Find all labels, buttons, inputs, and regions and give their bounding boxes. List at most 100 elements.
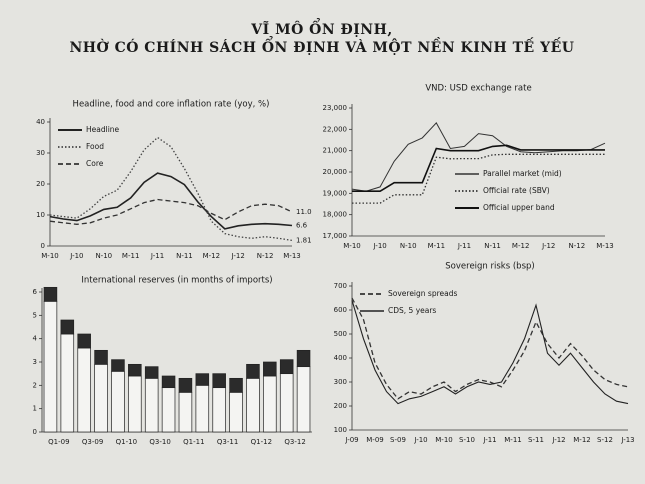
chart-title: International reserves (in months of imp… — [81, 276, 272, 286]
y-tick-label: 18,000 — [323, 211, 348, 219]
x-tick-label: M-10 — [41, 252, 58, 260]
bar-segment — [43, 300, 58, 433]
x-tick-label: J-12 — [541, 242, 555, 250]
bar-segment — [60, 333, 75, 433]
series-line — [351, 300, 629, 405]
bar-segment — [94, 349, 108, 365]
y-tick-label: 700 — [334, 282, 347, 290]
x-tick-label: N-10 — [95, 252, 112, 260]
bar-segment — [128, 375, 142, 433]
x-tick-label: M-11 — [504, 436, 521, 444]
bar-segment — [161, 375, 176, 389]
bar-segment — [195, 384, 210, 433]
x-tick-label: M-09 — [366, 436, 383, 444]
bar-segment — [212, 387, 226, 433]
page-title: VĨ MÔ ỔN ĐỊNH, — [250, 17, 392, 38]
x-tick-label: S-12 — [597, 436, 613, 444]
legend-label: Food — [86, 142, 104, 151]
x-tick-label: S-11 — [528, 436, 544, 444]
x-tick-label: M-13 — [283, 252, 300, 260]
bar-segment — [128, 363, 142, 377]
bar-segment — [246, 377, 260, 433]
x-tick-label: N-11 — [484, 242, 501, 250]
series-line — [352, 144, 605, 192]
y-tick-label: 23,000 — [323, 104, 348, 112]
bar-segment — [296, 349, 311, 368]
bar-segment — [279, 373, 294, 433]
y-tick-label: 600 — [334, 306, 347, 314]
x-tick-label: M-11 — [428, 242, 445, 250]
series-line — [352, 153, 605, 204]
x-tick-label: J-11 — [482, 436, 496, 444]
legend-label: Headline — [86, 125, 120, 134]
series-line — [49, 172, 293, 230]
x-tick-label: Q1-12 — [251, 438, 272, 446]
y-tick-label: 17,000 — [323, 232, 348, 240]
x-tick-label: S-10 — [459, 436, 475, 444]
x-tick-label: M-12 — [573, 436, 590, 444]
x-tick-label: J-09 — [344, 436, 358, 444]
bar-segment — [43, 286, 58, 302]
bar-segment — [77, 347, 91, 433]
y-tick-label: 40 — [36, 118, 45, 126]
x-tick-label: M-11 — [122, 252, 139, 260]
x-tick-label: Q3-11 — [217, 438, 238, 446]
x-tick-label: J-10 — [69, 252, 83, 260]
bar-segment — [178, 391, 193, 433]
bar-segment — [212, 373, 226, 389]
bar-segment — [111, 359, 125, 372]
x-tick-label: Q1-09 — [48, 438, 69, 446]
y-tick-label: 1 — [33, 405, 37, 413]
bar-segment — [94, 363, 108, 433]
bar-segment — [144, 377, 159, 433]
x-tick-label: N-11 — [176, 252, 193, 260]
x-tick-label: J-10 — [413, 436, 427, 444]
bar-segment — [263, 375, 277, 433]
x-tick-label: J-12 — [551, 436, 565, 444]
bar-segment — [111, 370, 125, 433]
bar-segment — [246, 363, 260, 379]
bar-segment — [229, 377, 243, 393]
x-tick-label: Q1-11 — [183, 438, 204, 446]
x-tick-label: J-11 — [457, 242, 471, 250]
bar-segment — [77, 333, 91, 349]
y-tick-label: 400 — [334, 354, 347, 362]
bar-segment — [263, 361, 277, 377]
y-tick-label: 19,000 — [323, 189, 348, 197]
bar-segment — [296, 366, 311, 433]
y-tick-label: 22,000 — [323, 125, 348, 133]
y-tick-label: 5 — [33, 311, 37, 319]
end-label: 11.0 — [296, 208, 312, 216]
chart-title: Headline, food and core inflation rate (… — [73, 100, 270, 110]
end-label: 6.6 — [296, 222, 308, 230]
chart-title: VND: USD exchange rate — [425, 84, 531, 94]
x-tick-label: S-09 — [390, 436, 406, 444]
x-tick-label: N-12 — [569, 242, 586, 250]
y-tick-label: 6 — [33, 288, 38, 296]
x-tick-label: M-12 — [203, 252, 220, 260]
y-tick-label: 10 — [36, 211, 45, 219]
x-tick-label: Q3-12 — [284, 438, 305, 446]
x-tick-label: M-12 — [512, 242, 529, 250]
y-tick-label: 200 — [334, 402, 347, 410]
series-line — [351, 297, 629, 400]
x-tick-label: Q3-09 — [82, 438, 103, 446]
x-tick-label: Q3-10 — [149, 438, 170, 446]
y-tick-label: 2 — [33, 381, 37, 389]
series-line — [49, 198, 293, 225]
y-tick-label: 4 — [33, 335, 38, 343]
series-line — [49, 136, 293, 242]
x-tick-label: J-13 — [620, 436, 634, 444]
legend-label: CDS, 5 years — [388, 306, 436, 315]
bar-segment — [161, 387, 176, 433]
x-tick-label: Q1-10 — [116, 438, 137, 446]
x-tick-label: M-13 — [596, 242, 613, 250]
y-tick-label: 3 — [33, 358, 37, 366]
x-tick-label: J-12 — [231, 252, 245, 260]
bar-segment — [60, 319, 75, 335]
x-tick-label: N-12 — [257, 252, 274, 260]
legend-label: Sovereign spreads — [388, 289, 457, 298]
y-tick-label: 20 — [36, 180, 45, 188]
x-tick-label: J-11 — [150, 252, 164, 260]
legend-label: Official rate (SBV) — [483, 186, 550, 195]
